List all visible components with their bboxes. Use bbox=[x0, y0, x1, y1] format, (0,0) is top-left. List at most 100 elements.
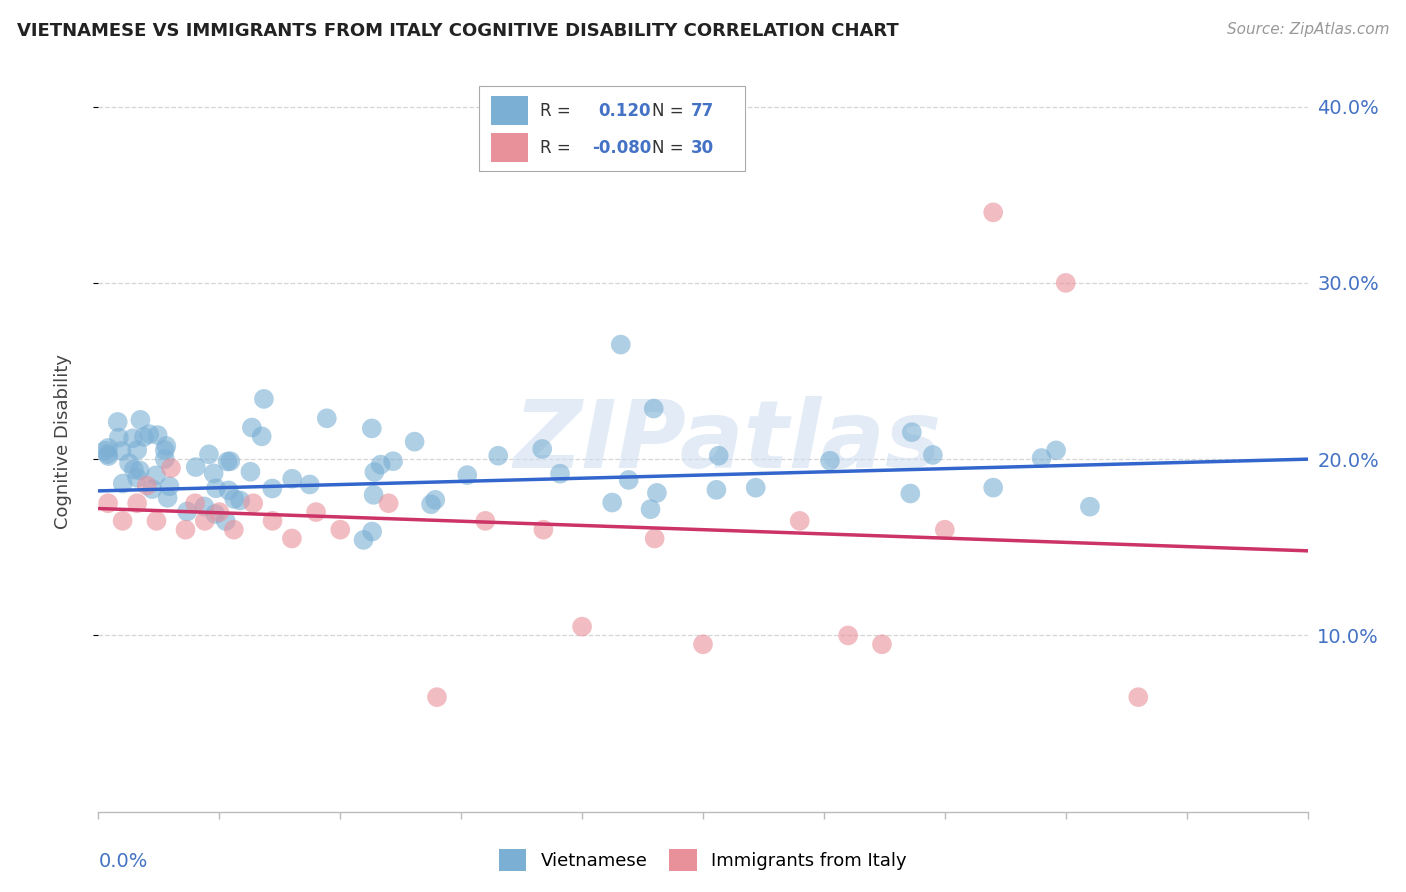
Text: 0.120: 0.120 bbox=[598, 102, 651, 120]
Point bbox=[239, 465, 262, 479]
Y-axis label: Cognitive Disability: Cognitive Disability bbox=[53, 354, 72, 529]
Point bbox=[184, 460, 207, 475]
Point bbox=[138, 427, 160, 442]
Point bbox=[94, 443, 117, 458]
Point bbox=[141, 482, 163, 496]
Point bbox=[222, 523, 245, 537]
Bar bbox=[492, 95, 527, 126]
Point bbox=[305, 505, 328, 519]
Point bbox=[153, 452, 176, 467]
Point bbox=[111, 514, 134, 528]
Point bbox=[215, 514, 238, 528]
Point bbox=[425, 492, 447, 507]
Point bbox=[127, 496, 149, 510]
Point bbox=[218, 483, 240, 498]
Point bbox=[901, 425, 924, 439]
Point bbox=[1031, 450, 1053, 465]
Point bbox=[111, 476, 134, 491]
Point bbox=[242, 496, 264, 510]
Point bbox=[898, 486, 921, 500]
Point bbox=[600, 495, 623, 509]
Point bbox=[610, 337, 633, 351]
Point bbox=[122, 431, 145, 445]
Point bbox=[744, 481, 766, 495]
Text: 0.0%: 0.0% bbox=[98, 853, 148, 871]
Point bbox=[404, 434, 426, 449]
Point bbox=[645, 486, 668, 500]
Text: 77: 77 bbox=[690, 102, 714, 120]
Point bbox=[531, 523, 554, 537]
Point bbox=[146, 428, 169, 442]
Point bbox=[921, 448, 943, 462]
Point bbox=[229, 493, 252, 508]
Text: R =: R = bbox=[540, 102, 571, 120]
Point bbox=[643, 401, 665, 416]
Point bbox=[281, 472, 304, 486]
Point bbox=[707, 449, 730, 463]
Point bbox=[420, 497, 443, 511]
Point bbox=[253, 392, 276, 406]
Point bbox=[155, 439, 177, 453]
Point bbox=[160, 461, 183, 475]
Point bbox=[217, 454, 239, 468]
Point bbox=[97, 447, 120, 461]
Point bbox=[315, 411, 337, 425]
Point bbox=[644, 532, 666, 546]
Point bbox=[1078, 500, 1101, 514]
Point bbox=[298, 477, 321, 491]
Bar bbox=[492, 133, 527, 162]
Point bbox=[361, 524, 384, 539]
Text: -0.080: -0.080 bbox=[592, 138, 651, 157]
Point bbox=[202, 467, 225, 481]
Point bbox=[129, 413, 152, 427]
Point bbox=[127, 471, 149, 485]
Point bbox=[122, 462, 145, 476]
Point bbox=[486, 449, 509, 463]
Point bbox=[456, 468, 478, 483]
Text: 30: 30 bbox=[690, 138, 714, 157]
Point bbox=[981, 205, 1004, 219]
Point bbox=[1054, 276, 1077, 290]
Point bbox=[426, 690, 449, 705]
Point bbox=[363, 465, 385, 479]
Point bbox=[118, 456, 141, 470]
Point bbox=[617, 473, 640, 487]
Point bbox=[706, 483, 728, 497]
Point bbox=[219, 454, 242, 468]
Point bbox=[548, 467, 571, 481]
Point bbox=[184, 496, 207, 510]
Point bbox=[208, 505, 231, 519]
Point bbox=[870, 637, 893, 651]
Point bbox=[145, 514, 167, 528]
Legend: Vietnamese, Immigrants from Italy: Vietnamese, Immigrants from Italy bbox=[492, 842, 914, 879]
FancyBboxPatch shape bbox=[479, 87, 745, 171]
Point bbox=[571, 619, 593, 633]
Point bbox=[262, 482, 284, 496]
Point bbox=[692, 637, 714, 651]
Text: ZIPatlas: ZIPatlas bbox=[513, 395, 941, 488]
Point bbox=[250, 429, 273, 443]
Point bbox=[97, 441, 120, 455]
Point bbox=[474, 514, 496, 528]
Point bbox=[531, 442, 554, 456]
Point bbox=[194, 514, 217, 528]
Point bbox=[353, 533, 375, 547]
Point bbox=[934, 523, 956, 537]
Text: VIETNAMESE VS IMMIGRANTS FROM ITALY COGNITIVE DISABILITY CORRELATION CHART: VIETNAMESE VS IMMIGRANTS FROM ITALY COGN… bbox=[17, 22, 898, 40]
Text: R =: R = bbox=[540, 138, 571, 157]
Point bbox=[818, 453, 841, 467]
Point bbox=[1128, 690, 1150, 705]
Point bbox=[156, 491, 179, 505]
Point bbox=[159, 479, 181, 493]
Point bbox=[153, 443, 176, 458]
Point bbox=[1045, 443, 1067, 458]
Point bbox=[193, 500, 215, 514]
Point bbox=[262, 514, 284, 528]
Point bbox=[110, 443, 132, 458]
Text: Source: ZipAtlas.com: Source: ZipAtlas.com bbox=[1226, 22, 1389, 37]
Point bbox=[382, 454, 405, 468]
Point bbox=[377, 496, 399, 510]
Point bbox=[360, 421, 382, 435]
Point bbox=[205, 481, 228, 495]
Point bbox=[174, 523, 197, 537]
